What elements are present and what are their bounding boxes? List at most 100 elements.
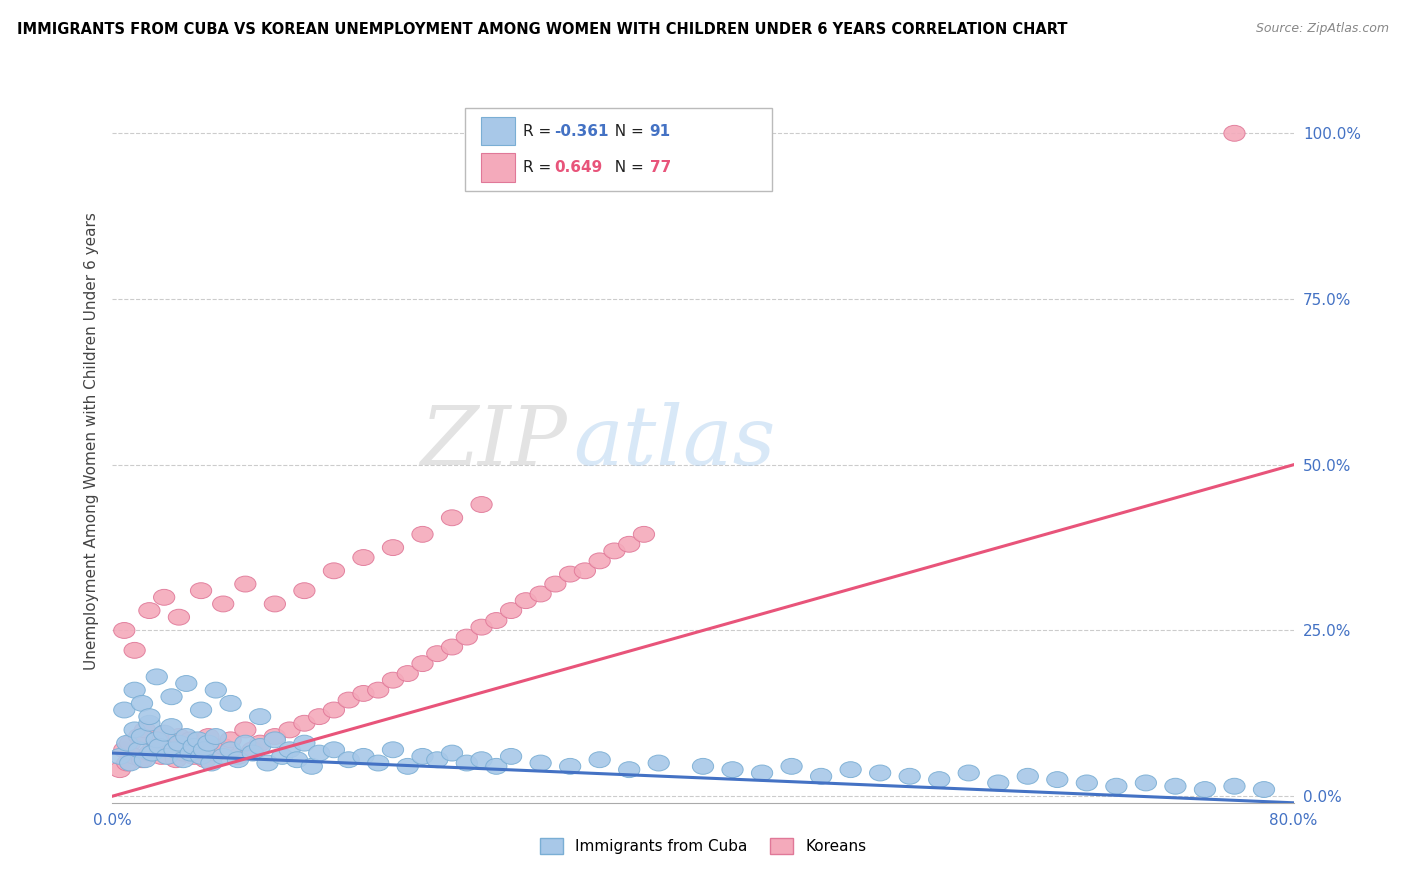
Ellipse shape	[648, 756, 669, 771]
Ellipse shape	[337, 692, 360, 708]
Ellipse shape	[308, 708, 330, 724]
Ellipse shape	[124, 722, 145, 738]
Ellipse shape	[1253, 781, 1275, 797]
Ellipse shape	[294, 582, 315, 599]
Ellipse shape	[212, 739, 233, 755]
Ellipse shape	[323, 563, 344, 579]
Ellipse shape	[501, 748, 522, 764]
Ellipse shape	[721, 762, 744, 778]
Ellipse shape	[287, 752, 308, 768]
Ellipse shape	[228, 748, 249, 764]
Ellipse shape	[633, 526, 655, 542]
Ellipse shape	[560, 566, 581, 582]
Ellipse shape	[180, 731, 201, 747]
Ellipse shape	[228, 752, 249, 768]
Ellipse shape	[153, 725, 174, 741]
Ellipse shape	[353, 549, 374, 566]
Ellipse shape	[131, 696, 153, 711]
Ellipse shape	[441, 639, 463, 655]
Ellipse shape	[987, 775, 1010, 791]
Ellipse shape	[176, 729, 197, 745]
Ellipse shape	[190, 702, 212, 718]
Ellipse shape	[110, 762, 131, 778]
Ellipse shape	[153, 725, 174, 741]
Ellipse shape	[471, 619, 492, 635]
Ellipse shape	[515, 592, 537, 608]
Ellipse shape	[176, 675, 197, 691]
Ellipse shape	[153, 590, 174, 606]
Ellipse shape	[235, 576, 256, 592]
Text: 77: 77	[650, 161, 671, 175]
Ellipse shape	[169, 609, 190, 625]
Ellipse shape	[157, 742, 179, 757]
Ellipse shape	[501, 603, 522, 618]
Ellipse shape	[456, 756, 478, 771]
Ellipse shape	[382, 742, 404, 757]
Ellipse shape	[692, 758, 714, 774]
Ellipse shape	[139, 715, 160, 731]
Text: Source: ZipAtlas.com: Source: ZipAtlas.com	[1256, 22, 1389, 36]
Ellipse shape	[135, 722, 156, 738]
Ellipse shape	[353, 685, 374, 701]
Ellipse shape	[1194, 781, 1216, 797]
Ellipse shape	[149, 739, 170, 755]
Ellipse shape	[530, 756, 551, 771]
Ellipse shape	[412, 656, 433, 672]
Ellipse shape	[780, 758, 803, 774]
Ellipse shape	[169, 729, 190, 745]
Ellipse shape	[619, 762, 640, 778]
Ellipse shape	[589, 752, 610, 768]
Ellipse shape	[957, 765, 980, 780]
Ellipse shape	[264, 731, 285, 747]
Ellipse shape	[110, 748, 131, 764]
Ellipse shape	[187, 742, 208, 757]
Ellipse shape	[751, 765, 773, 780]
Ellipse shape	[264, 596, 285, 612]
Ellipse shape	[1164, 779, 1187, 794]
Ellipse shape	[212, 596, 233, 612]
Ellipse shape	[1223, 126, 1246, 141]
Ellipse shape	[160, 689, 183, 705]
Ellipse shape	[114, 742, 135, 757]
Ellipse shape	[249, 739, 271, 755]
Ellipse shape	[146, 669, 167, 685]
Text: 91: 91	[650, 124, 671, 138]
Ellipse shape	[382, 540, 404, 556]
Ellipse shape	[198, 735, 219, 751]
Ellipse shape	[201, 756, 222, 771]
Ellipse shape	[242, 742, 263, 757]
Ellipse shape	[396, 758, 419, 774]
Text: IMMIGRANTS FROM CUBA VS KOREAN UNEMPLOYMENT AMONG WOMEN WITH CHILDREN UNDER 6 YE: IMMIGRANTS FROM CUBA VS KOREAN UNEMPLOYM…	[17, 22, 1067, 37]
Text: R =: R =	[523, 124, 557, 138]
Text: ZIP: ZIP	[420, 401, 567, 482]
Ellipse shape	[353, 748, 374, 764]
Ellipse shape	[294, 735, 315, 751]
Ellipse shape	[219, 742, 242, 757]
Ellipse shape	[190, 748, 212, 764]
Ellipse shape	[1135, 775, 1157, 791]
Ellipse shape	[150, 748, 172, 764]
Ellipse shape	[190, 735, 212, 751]
Ellipse shape	[264, 729, 285, 745]
Ellipse shape	[869, 765, 891, 780]
Ellipse shape	[135, 752, 156, 768]
Ellipse shape	[219, 731, 242, 747]
Ellipse shape	[139, 745, 160, 761]
Ellipse shape	[619, 536, 640, 552]
Ellipse shape	[124, 748, 145, 764]
Ellipse shape	[117, 735, 138, 751]
Ellipse shape	[235, 722, 256, 738]
Text: N =: N =	[605, 124, 648, 138]
Ellipse shape	[166, 752, 187, 768]
Ellipse shape	[412, 748, 433, 764]
Text: -0.361: -0.361	[554, 124, 609, 138]
Ellipse shape	[160, 719, 183, 734]
Ellipse shape	[1105, 779, 1128, 794]
Ellipse shape	[382, 673, 404, 688]
Ellipse shape	[124, 642, 145, 658]
Ellipse shape	[146, 731, 167, 747]
Ellipse shape	[169, 735, 190, 751]
Ellipse shape	[205, 745, 226, 761]
Ellipse shape	[173, 752, 194, 768]
Ellipse shape	[173, 745, 194, 761]
